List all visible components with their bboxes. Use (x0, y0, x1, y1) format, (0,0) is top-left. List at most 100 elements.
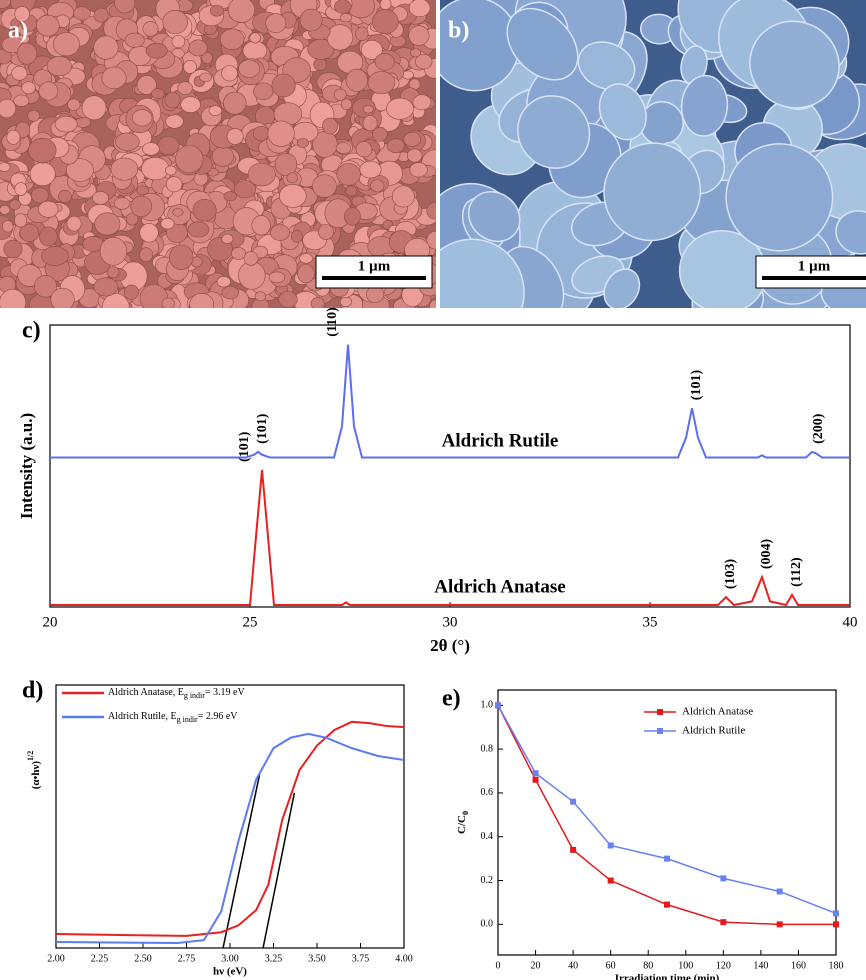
legend-label: Aldrich Anatase (682, 706, 753, 718)
x-axis-label: 2θ (°) (430, 636, 470, 655)
y-tick-label: 1.0 (481, 700, 494, 711)
panel-label: a) (8, 18, 28, 44)
point-marker (833, 921, 839, 928)
legend-text: = 2.96 eV (198, 711, 239, 722)
series-line (498, 704, 836, 926)
y-axis-label: (α•hν)1/2 (26, 751, 42, 790)
y-axis-label-text: C/C (456, 815, 468, 834)
peak-label: (110) (325, 307, 340, 337)
plot-area (50, 344, 850, 607)
x-tick-label: 120 (716, 960, 731, 971)
y-axis-label-sup: 1/2 (26, 751, 35, 761)
legend-text: Aldrich Rutile, E (108, 711, 177, 722)
panel-label: c) (22, 318, 41, 344)
point-marker (495, 702, 501, 709)
x-tick-label: 60 (606, 960, 616, 971)
peak-label: (101) (689, 370, 704, 401)
x-tick-label: 3.25 (265, 953, 283, 964)
x-tick-label: 80 (643, 960, 653, 971)
point-marker (570, 798, 577, 805)
point-marker (532, 770, 539, 777)
legend-sub: g indir (177, 715, 198, 724)
x-tick-label: 3.75 (352, 953, 370, 964)
x-tick-label: 2.25 (91, 953, 109, 964)
series-line (56, 732, 404, 945)
x-tick-label: 160 (791, 960, 806, 971)
series-line (50, 469, 850, 607)
peak-label: (004) (759, 538, 774, 569)
point-marker (776, 921, 783, 928)
legend-text: = 3.19 eV (205, 687, 246, 698)
legend-marker (657, 709, 663, 715)
x-tick-label: 2.00 (47, 953, 65, 964)
scale-bar-label: 1 µm (798, 258, 831, 274)
point-marker (570, 846, 577, 853)
fit-line (262, 792, 296, 948)
peak-label: (112) (789, 557, 804, 587)
series-label: Aldrich Anatase (434, 576, 565, 597)
point-marker (664, 855, 670, 862)
x-tick-label: 35 (643, 614, 658, 630)
y-axis-label: Intensity (a.u.) (17, 413, 36, 519)
series-label: Aldrich Rutile (442, 430, 559, 451)
plot-frame (49, 324, 851, 608)
point-marker (776, 888, 783, 895)
y-tick-label: 0.2 (481, 875, 494, 886)
point-marker (720, 919, 727, 926)
fit-line (222, 774, 261, 948)
scale-bar-box (755, 255, 866, 289)
plot-frame (497, 689, 837, 956)
x-axis-label: hν (eV) (213, 966, 247, 978)
x-tick-label: 30 (443, 614, 458, 630)
legend-label: Aldrich Anatase, Eg indir= 3.19 eV (108, 687, 246, 700)
series-line (498, 704, 836, 915)
x-tick-label: 4.00 (395, 953, 413, 964)
x-axis-label: Irradiation time (min) (615, 973, 720, 980)
series-line (50, 344, 850, 459)
sem-image-b (440, 0, 866, 308)
peak-label: (103) (723, 558, 738, 589)
y-axis-label: C/C0 (456, 811, 470, 834)
x-tick-label: 140 (753, 960, 768, 971)
scale-bar-label: 1 µm (358, 258, 391, 274)
legend-text: Aldrich Anatase, E (108, 687, 184, 698)
plot-area (56, 720, 404, 948)
y-tick-label: 0.8 (481, 743, 494, 754)
panel-label: e) (442, 686, 461, 712)
peak-label: (101) (237, 431, 252, 462)
x-tick-label: 3.50 (308, 953, 326, 964)
peak-label: (101) (255, 413, 270, 444)
x-tick-label: 0 (496, 960, 501, 971)
x-tick-label: 2.75 (178, 953, 196, 964)
point-marker (833, 910, 839, 917)
point-marker (720, 875, 727, 882)
x-tick-label: 40 (568, 960, 578, 971)
y-axis-label-text: (α•hν) (30, 761, 42, 790)
x-tick-label: 3.00 (221, 953, 239, 964)
legend-label: Aldrich Rutile, Eg indir= 2.96 eV (108, 711, 238, 724)
peak-label: (200) (811, 413, 826, 444)
y-axis-label-sub: 0 (461, 811, 470, 815)
point-marker (664, 901, 670, 908)
panel-label: d) (22, 678, 43, 704)
legend-sub: g indir (184, 691, 205, 700)
scale-bar-box (315, 255, 433, 289)
legend-label: Aldrich Rutile (682, 725, 745, 737)
y-axis-label-text: Intensity (a.u.) (17, 413, 36, 519)
y-tick-label: 0.6 (481, 787, 494, 798)
legend-marker (657, 728, 663, 734)
series-line (56, 720, 404, 937)
x-tick-label: 180 (829, 960, 844, 971)
x-tick-label: 25 (243, 614, 258, 630)
x-tick-label: 2.50 (134, 953, 152, 964)
plot-frame (55, 684, 405, 949)
x-tick-label: 20 (43, 614, 58, 630)
x-tick-label: 100 (678, 960, 693, 971)
x-tick-label: 20 (531, 960, 541, 971)
y-tick-label: 0.4 (481, 831, 494, 842)
point-marker (607, 842, 614, 849)
x-tick-label: 40 (843, 614, 858, 630)
point-marker (532, 776, 539, 783)
y-tick-label: 0.0 (481, 919, 494, 930)
